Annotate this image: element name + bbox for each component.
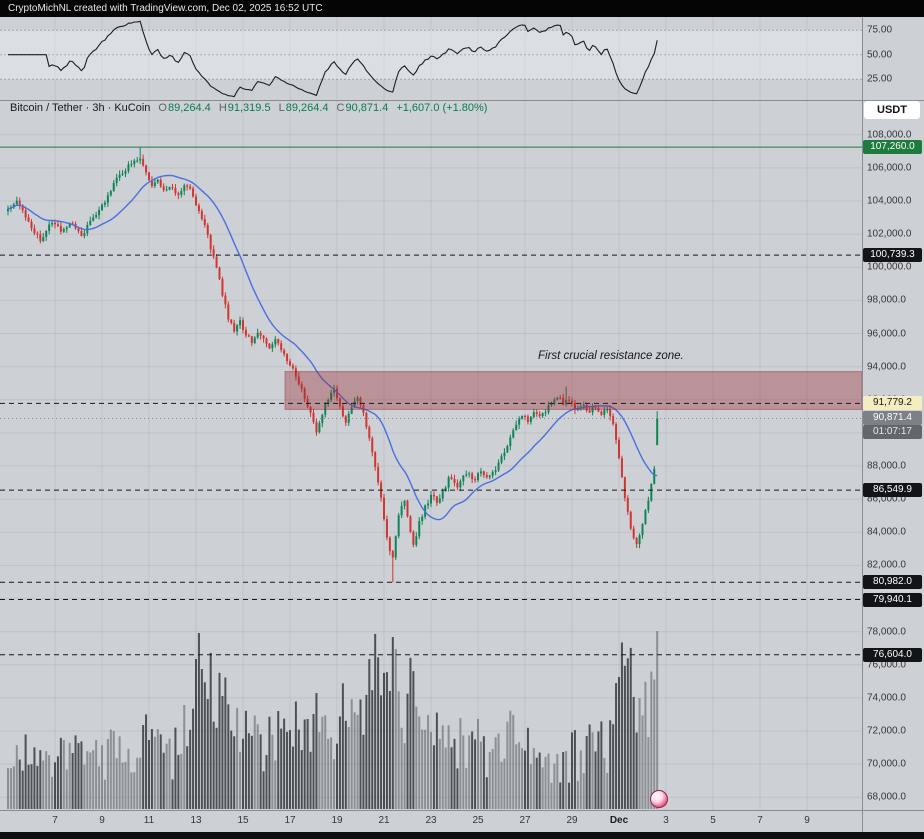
- price-axis-tick: 102,000.0: [867, 228, 912, 240]
- time-axis-tick: 11: [143, 815, 155, 826]
- last-price-label: 90,871.4: [863, 411, 922, 426]
- rsi-axis-tick: 25.00: [867, 73, 893, 85]
- price-axis-tick: 68,000.0: [867, 791, 906, 803]
- resistance-zone-annotation[interactable]: First crucial resistance zone.: [538, 350, 684, 362]
- time-axis-tick: 7: [757, 815, 763, 826]
- time-axis-tick: 9: [99, 815, 105, 826]
- price-level-label: 79,940.1: [863, 592, 922, 607]
- currency-toggle-button[interactable]: USDT: [864, 101, 920, 119]
- time-axis-tick: 23: [425, 815, 437, 826]
- high-value: 91,319.5: [227, 102, 271, 114]
- price-axis-tick: 94,000.0: [867, 361, 906, 373]
- time-axis-tick: 15: [237, 815, 249, 826]
- rsi-indicator-pane: [0, 20, 862, 98]
- symbol-title[interactable]: Bitcoin / Tether · 3h · KuCoin: [10, 102, 151, 114]
- candles: [7, 147, 659, 583]
- price-level-label: 80,982.0: [863, 575, 922, 590]
- price-level-label: 107,260.0: [863, 140, 922, 155]
- rsi-axis-tick: 50.00: [867, 49, 893, 61]
- price-axis-tick: 74,000.0: [867, 692, 906, 704]
- price-axis-tick: 108,000.0: [867, 129, 912, 141]
- bar-countdown-label: 01:07:17: [863, 425, 922, 440]
- volume-bars: [7, 631, 659, 809]
- time-axis-tick: 19: [331, 815, 343, 826]
- price-level-label: 100,739.3: [863, 248, 922, 263]
- close-value: 90,871.4: [345, 102, 389, 114]
- price-axis-tick: 76,000.0: [867, 659, 906, 671]
- pane-separators: [0, 17, 924, 832]
- price-axis-tick: 100,000.0: [867, 261, 912, 273]
- time-axis-tick: 9: [804, 815, 810, 826]
- open-label: O: [158, 102, 167, 114]
- grid-lines: [0, 17, 862, 810]
- price-axis-tick: 98,000.0: [867, 294, 906, 306]
- open-value: 89,264.4: [167, 102, 211, 114]
- attribution-bar: CryptoMichNL created with TradingView.co…: [0, 0, 924, 17]
- time-axis-tick: 21: [378, 815, 390, 826]
- price-level-label: 76,604.0: [863, 647, 922, 662]
- price-level-label: 91,779.2: [863, 396, 922, 411]
- low-label: L: [278, 102, 285, 114]
- time-axis-tick: 5: [710, 815, 716, 826]
- time-axis-tick: 29: [566, 815, 578, 826]
- price-axis-tick: 72,000.0: [867, 725, 906, 737]
- horizontal-levels: [0, 146, 862, 656]
- time-axis-tick: Dec: [609, 815, 629, 826]
- price-axis-tick: 88,000.0: [867, 460, 906, 472]
- price-axis-tick: 96,000.0: [867, 328, 906, 340]
- time-axis-tick: 3: [663, 815, 669, 826]
- rsi-axis-tick: 75.00: [867, 24, 893, 36]
- author-avatar-icon: [650, 790, 668, 808]
- price-axis-tick: 104,000.0: [867, 195, 912, 207]
- attribution-text: CryptoMichNL created with TradingView.co…: [8, 3, 323, 14]
- time-axis-tick: 13: [190, 815, 202, 826]
- high-label: H: [218, 102, 227, 114]
- price-axis-tick: 106,000.0: [867, 162, 912, 174]
- symbol-info-bar: Bitcoin / Tether · 3h · KuCoin O89,264.4 H…: [10, 102, 487, 114]
- price-axis-tick: 70,000.0: [867, 758, 906, 770]
- time-axis-tick: 27: [519, 815, 531, 826]
- ma-line: [7, 174, 658, 521]
- time-axis-tick: 25: [472, 815, 484, 826]
- price-level-label: 86,549.9: [863, 483, 922, 498]
- low-value: 89,264.4: [285, 102, 329, 114]
- price-axis-tick: 82,000.0: [867, 559, 906, 571]
- price-axis-tick: 86,000.0: [867, 493, 906, 505]
- time-axis-tick: 17: [284, 815, 296, 826]
- close-label: C: [336, 102, 345, 114]
- price-axis-tick: 84,000.0: [867, 526, 906, 538]
- time-axis-tick: 7: [52, 815, 58, 826]
- price-axis-tick: 78,000.0: [867, 626, 906, 638]
- change-value: +1,607.0 (+1.80%): [396, 102, 488, 114]
- bottom-strip: [0, 832, 924, 839]
